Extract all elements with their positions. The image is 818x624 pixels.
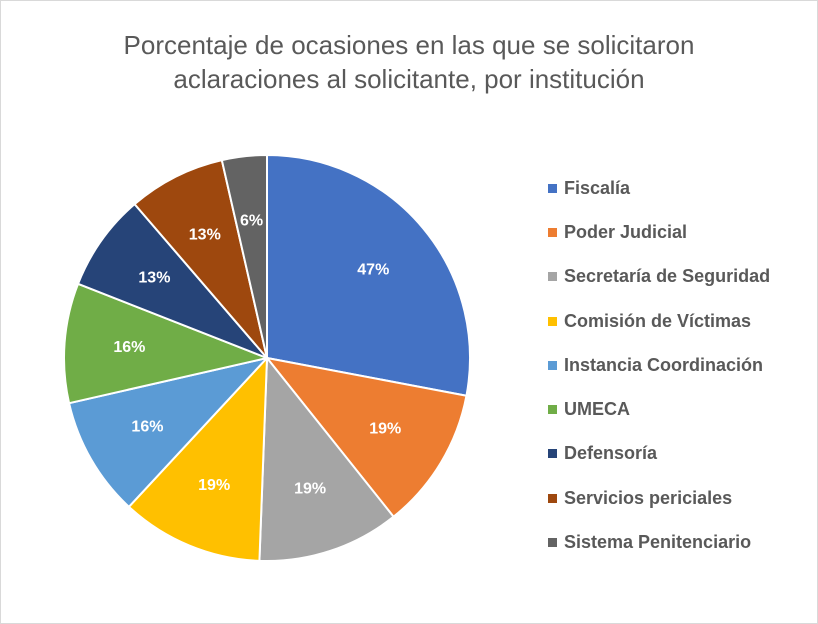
legend-swatch [548, 227, 557, 237]
legend-label: Sistema Penitenciario [564, 532, 752, 553]
chart-title: Porcentaje de ocasiones en las que se so… [0, 28, 818, 96]
legend-item-fiscalia: Fiscalía [548, 166, 813, 210]
legend-item-defensoria: Defensoría [548, 432, 813, 476]
legend-label: Fiscalía [564, 177, 631, 198]
data-label-secretaria-de-seguridad: 19% [294, 481, 326, 498]
data-label-comision-de-victimas: 19% [198, 477, 230, 494]
legend-swatch [548, 449, 557, 459]
pie-slice-umeca [63, 282, 268, 405]
pie-slice-fiscalia [266, 154, 471, 397]
data-label-defensoria: 13% [138, 270, 170, 287]
data-label-servicios-periciales: 13% [189, 226, 221, 243]
data-label-poder-judicial: 19% [369, 421, 401, 438]
data-label-instancia-coordinacion: 16% [131, 419, 163, 436]
legend-label: Comisión de Víctimas [564, 310, 752, 331]
legend-item-instancia-coordinacion: Instancia Coordinación [548, 343, 813, 387]
legend-item-poder-judicial: Poder Judicial [548, 210, 813, 254]
legend-item-comision-de-victimas: Comisión de Víctimas [548, 299, 813, 343]
legend-label: Poder Judicial [564, 221, 688, 242]
legend-label: UMECA [564, 399, 630, 420]
legend-swatch [548, 405, 557, 415]
legend-item-umeca: UMECA [548, 387, 813, 431]
chart-legend: Fiscalía Poder Judicial Secretaría de Segu… [548, 166, 813, 565]
pie-slice-instancia-coordinacion [68, 357, 268, 508]
pie-slice-secretaria-de-seguridad [258, 357, 395, 562]
pie-slice-poder-judicial [266, 357, 468, 518]
legend-item-sistema-penitenciario: Sistema Penitenciario [548, 520, 813, 564]
legend-swatch [548, 272, 557, 282]
pie-slice-sistema-penitenciario [220, 154, 268, 359]
chart-title-line-1: Porcentaje de ocasiones en las que se so… [123, 30, 695, 60]
legend-swatch [548, 538, 557, 548]
legend-swatch [548, 316, 557, 326]
data-label-umeca: 16% [113, 339, 145, 356]
legend-label: Instancia Coordinación [564, 354, 764, 375]
legend-swatch [548, 493, 557, 503]
legend-swatch [548, 183, 557, 193]
chart-title-line-2: aclaraciones al solicitante, por institu… [173, 64, 645, 94]
pie-slice-defensoria [77, 203, 268, 359]
data-label-fiscalia: 47% [357, 261, 389, 278]
pie-slice-comision-de-victimas [127, 357, 268, 562]
legend-swatch [548, 360, 557, 370]
pie-slice-servicios-periciales [133, 159, 268, 359]
legend-item-secretaria-de-seguridad: Secretaría de Seguridad [548, 255, 813, 299]
legend-label: Defensoría [564, 443, 658, 464]
data-label-sistema-penitenciario: 6% [240, 212, 263, 229]
legend-item-servicios-periciales: Servicios periciales [548, 476, 813, 520]
legend-label: Servicios periciales [564, 487, 733, 508]
legend-label: Secretaría de Seguridad [564, 266, 771, 287]
